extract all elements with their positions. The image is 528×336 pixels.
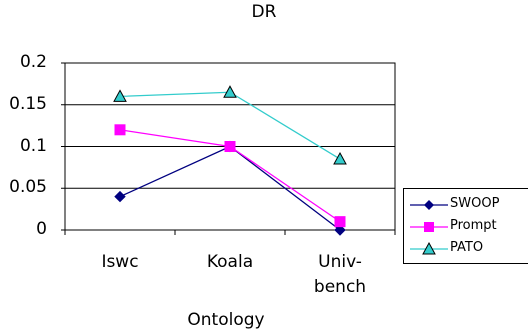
data-point-pato-0 [113, 89, 127, 102]
legend-swatch [410, 200, 448, 210]
y-tick-label: 0.05 [9, 177, 47, 198]
legend-item-prompt: Prompt [404, 217, 528, 237]
x-axis-label: Ontology [187, 310, 265, 330]
data-point-swoop-2 [334, 224, 346, 236]
data-point-swoop-0 [114, 190, 126, 203]
data-point-prompt-2 [334, 216, 346, 228]
x-tick-label: Univ- bench [313, 252, 367, 297]
y-tick-label: 0.15 [9, 93, 47, 114]
legend-swatch [410, 222, 448, 232]
x-tick-label: Iswc [101, 252, 139, 272]
x-tick-label: Koala [206, 252, 254, 272]
legend-label: PATO [450, 240, 484, 255]
legend-item-swoop: SWOOP [404, 195, 528, 215]
chart-title: DR [251, 2, 277, 22]
data-point-prompt-0 [114, 124, 126, 136]
y-tick-label: 0.1 [19, 135, 47, 156]
legend-swatch [410, 241, 448, 255]
data-point-pato-1 [223, 85, 237, 98]
y-tick-label: 0.2 [19, 52, 47, 72]
data-point-pato-2 [333, 151, 347, 165]
chart-legend: SWOOP Prompt PATO [403, 188, 528, 264]
legend-label: Prompt [450, 218, 497, 233]
data-point-prompt-1 [224, 141, 236, 152]
y-tick-label: 0 [36, 219, 47, 239]
legend-item-pato: PATO [404, 239, 528, 259]
legend-label: SWOOP [450, 196, 500, 211]
